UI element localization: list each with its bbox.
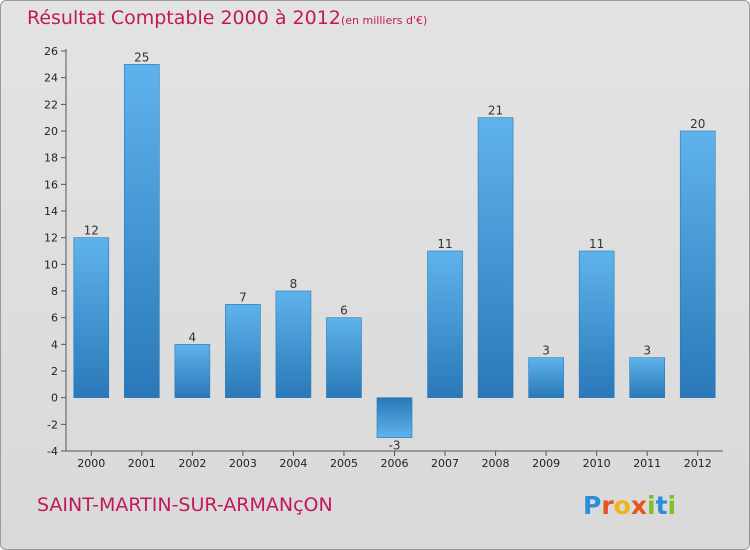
y-tick-label: 0 [51,392,58,405]
y-tick-label: 4 [51,338,58,351]
value-label-2003: 7 [239,290,247,304]
value-label-2005: 6 [340,304,348,318]
bar-2009 [528,357,564,398]
value-label-2009: 3 [542,344,550,358]
x-tick-label-2000: 2000 [77,457,105,470]
x-tick-label-2003: 2003 [229,457,257,470]
logo-letter: o [613,491,631,520]
y-tick-label: 12 [44,232,58,245]
bar-2006 [376,397,413,438]
bar-2000 [73,237,110,398]
y-tick-label: 14 [44,205,58,218]
value-label-2000: 12 [84,224,99,238]
x-tick-label-2005: 2005 [330,457,358,470]
plot-area: -4-2024681012141618202224261220002520014… [44,45,723,470]
x-tick-label-2002: 2002 [178,457,206,470]
y-tick-label: -2 [47,418,58,431]
y-tick-label: 22 [44,98,58,111]
y-tick-label: 24 [44,72,58,85]
value-label-2008: 21 [488,104,503,118]
value-label-2006: -3 [389,439,401,453]
value-label-2001: 25 [134,50,149,64]
chart-subtitle: (en milliers d'€) [341,14,428,27]
y-tick-label: 20 [44,125,58,138]
logo-letter: P [583,491,602,520]
value-label-2011: 3 [643,344,651,358]
y-tick-label: 10 [44,258,58,271]
x-tick-label-2006: 2006 [381,457,409,470]
value-label-2007: 11 [437,237,452,251]
x-tick-label-2008: 2008 [482,457,510,470]
y-tick-label: 2 [51,365,58,378]
x-tick-label-2012: 2012 [684,457,712,470]
y-tick-label: 16 [44,178,58,191]
value-label-2012: 20 [690,117,705,131]
x-tick-label-2011: 2011 [633,457,661,470]
bar-2001 [124,64,160,398]
logo-letter: i [647,491,656,520]
x-tick-label-2009: 2009 [532,457,560,470]
bar-2007 [427,250,463,398]
bar-2012 [679,130,716,398]
y-tick-label: 18 [44,152,58,165]
logo-letter: x [630,491,647,520]
value-label-2002: 4 [189,330,197,344]
chart-title: Résultat Comptable 2000 à 2012 [27,7,341,29]
bar-2002 [174,344,211,398]
y-tick-label: 26 [44,45,58,58]
logo-letter: i [667,491,677,520]
y-tick-label: 6 [51,312,58,325]
bar-2011 [629,357,665,398]
commune-name: SAINT-MARTIN-SUR-ARMANçON [37,494,333,516]
bar-2010 [578,250,615,398]
x-tick-label-2004: 2004 [279,457,307,470]
bar-2003 [225,304,261,398]
logo-letter: t [655,491,668,520]
x-tick-label-2001: 2001 [128,457,156,470]
value-label-2004: 8 [290,277,298,291]
y-tick-label: 8 [51,285,58,298]
bar-2004 [275,290,312,398]
value-label-2010: 11 [589,237,604,251]
proxiti-logo: Proxiti [583,491,676,520]
y-tick-label: -4 [47,445,58,458]
bar-2005 [326,317,362,398]
x-tick-label-2007: 2007 [431,457,459,470]
x-tick-label-2010: 2010 [583,457,611,470]
logo-letter: r [601,491,614,520]
bar-2008 [477,117,514,398]
